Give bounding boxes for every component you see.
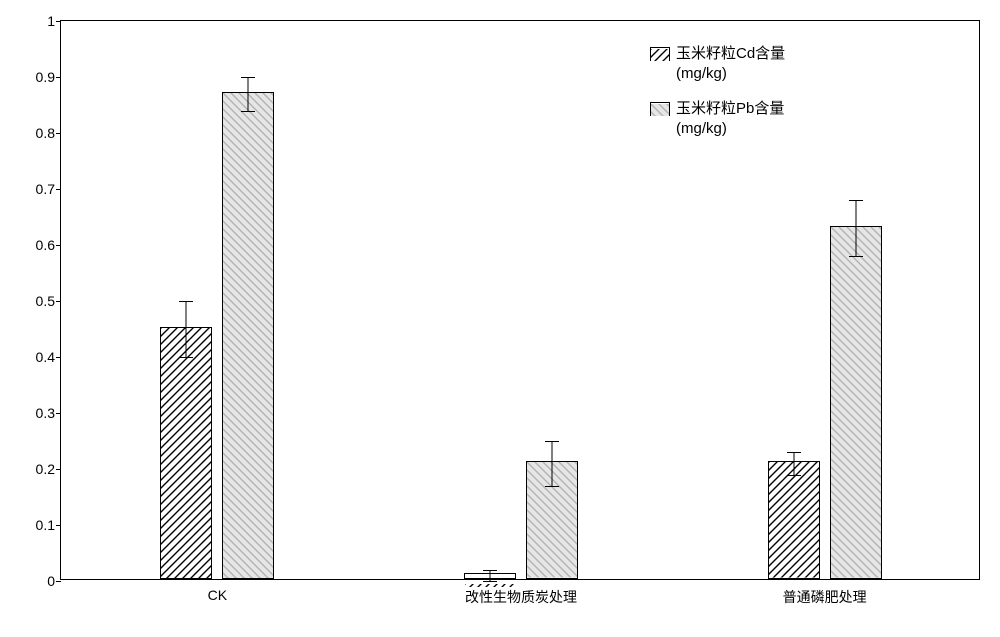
error-bar <box>490 570 491 581</box>
error-bar <box>248 77 249 111</box>
y-tick-mark <box>56 245 61 246</box>
legend-swatch-cd <box>650 47 670 61</box>
y-tick-label: 0.7 <box>36 181 55 197</box>
y-tick-label: 0.6 <box>36 237 55 253</box>
error-cap <box>545 486 559 487</box>
y-tick-mark <box>56 21 61 22</box>
legend-label: 玉米籽粒Pb含量 (mg/kg) <box>676 99 784 140</box>
error-cap <box>849 256 863 257</box>
y-tick-mark <box>56 77 61 78</box>
y-tick-label: 0.3 <box>36 405 55 421</box>
error-cap <box>787 452 801 453</box>
error-bar <box>186 301 187 357</box>
plot-area: 00.10.20.30.40.50.60.70.80.91CK改性生物质炭处理普… <box>60 20 980 580</box>
y-tick-mark <box>56 413 61 414</box>
error-cap <box>483 570 497 571</box>
error-bar <box>793 452 794 474</box>
y-tick-label: 0.5 <box>36 293 55 309</box>
bar-cd <box>160 327 212 579</box>
x-tick-label: 改性生物质炭处理 <box>465 587 577 607</box>
error-cap <box>179 357 193 358</box>
x-tick-label: CK <box>208 587 227 603</box>
y-tick-mark <box>56 301 61 302</box>
bar-pb <box>830 226 882 579</box>
error-cap <box>787 475 801 476</box>
error-bar <box>855 200 856 256</box>
y-tick-label: 0 <box>47 573 55 589</box>
y-tick-label: 0.9 <box>36 69 55 85</box>
error-cap <box>241 77 255 78</box>
y-tick-mark <box>56 469 61 470</box>
y-tick-mark <box>56 133 61 134</box>
x-tick-label: 普通磷肥处理 <box>783 587 867 607</box>
error-cap <box>179 301 193 302</box>
bar-pb <box>222 92 274 579</box>
y-tick-label: 0.1 <box>36 517 55 533</box>
y-tick-mark <box>56 189 61 190</box>
y-tick-label: 0.8 <box>36 125 55 141</box>
error-cap <box>545 441 559 442</box>
y-tick-mark <box>56 581 61 582</box>
bar-cd <box>768 461 820 579</box>
y-tick-label: 0.2 <box>36 461 55 477</box>
y-tick-mark <box>56 357 61 358</box>
error-cap <box>241 111 255 112</box>
y-tick-label: 1 <box>47 13 55 29</box>
error-cap <box>849 200 863 201</box>
legend: 玉米籽粒Cd含量 (mg/kg) 玉米籽粒Pb含量 (mg/kg) <box>650 44 785 153</box>
error-bar <box>552 441 553 486</box>
chart-container: 0 0.1 0.2 0.3 0.4 0.5 0.6 0.7 0.8 0.9 1 CK 改性生物质炭处理 普… <box>0 0 1000 637</box>
y-tick-mark <box>56 525 61 526</box>
legend-swatch-pb <box>650 102 670 116</box>
legend-item-cd: 玉米籽粒Cd含量 (mg/kg) <box>650 44 785 85</box>
error-cap <box>483 581 497 582</box>
legend-label: 玉米籽粒Cd含量 (mg/kg) <box>676 44 785 85</box>
legend-item-pb: 玉米籽粒Pb含量 (mg/kg) <box>650 99 785 140</box>
y-tick-label: 0.4 <box>36 349 55 365</box>
